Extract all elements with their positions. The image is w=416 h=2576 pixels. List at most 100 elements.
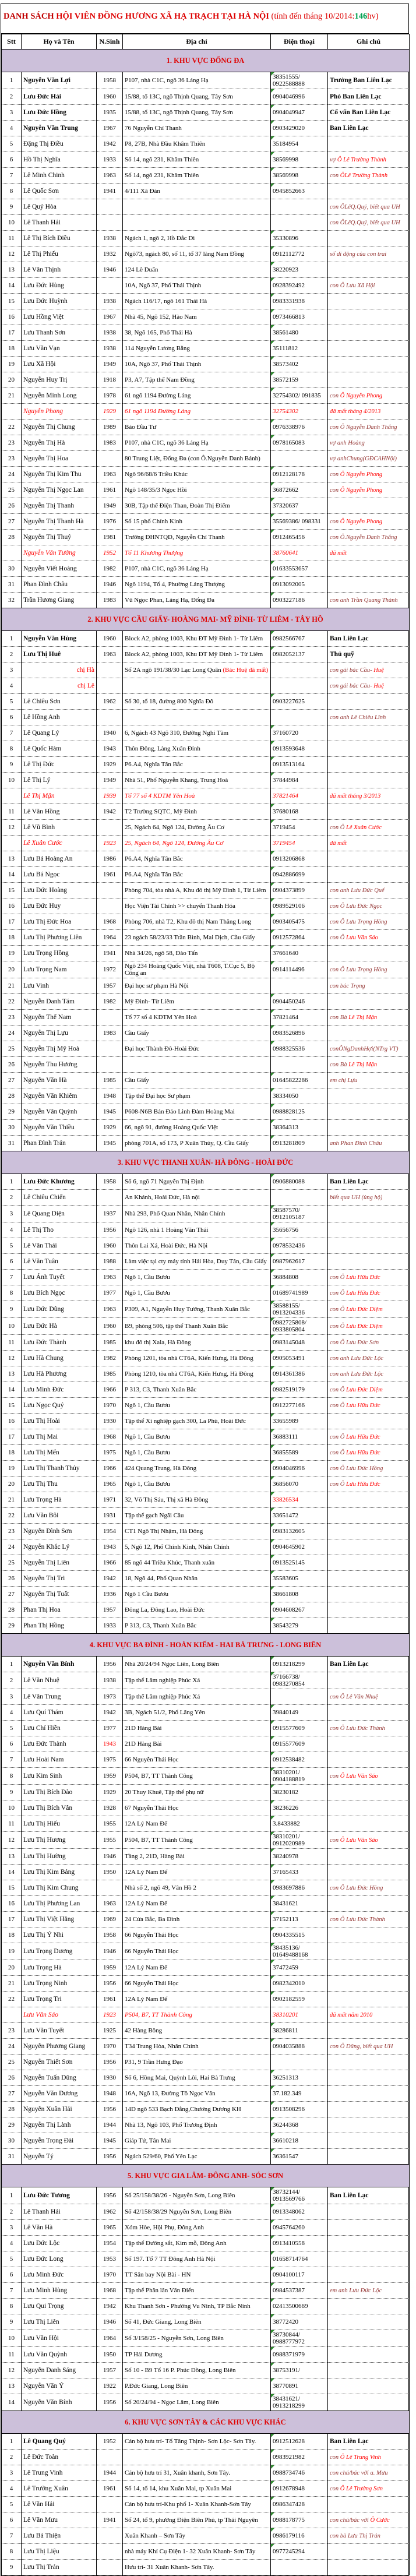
phone-text: 0915577609	[273, 1740, 305, 1748]
table-row: 25 Nguyễn Thị Liên 1966 85 ngõ 44 Triều Khú…	[1, 1555, 410, 1571]
comment-marker-icon	[271, 1088, 274, 1093]
address-cell: 15/88, tổ 13C, ngõ Thịnh Quang, Tây Sơn	[122, 89, 271, 105]
note-text: con Bà	[330, 1014, 349, 1021]
table-row: 2 Lê Thanh Hải 1962 Số 42/158/38/29 Nguyễn …	[1, 2204, 410, 2221]
phone-cell: 0987962617	[270, 1253, 328, 1270]
table-row: 17 Lưu Thị Mai 1968 Ngõ 1, Cầu Bươu 36883111…	[1, 1429, 410, 1446]
note-cell: anh Phan Đình Châu	[327, 1135, 410, 1152]
birthyear-cell: 1965	[96, 2219, 123, 2236]
stt-cell: 29	[1, 1618, 22, 1634]
stt-cell: 8	[1, 1767, 22, 1785]
phone-text: 0912572864	[273, 934, 305, 942]
phone-cell: 36872662	[270, 482, 328, 499]
name-cell: Lưu Thị Hoài	[21, 1413, 97, 1430]
address-text: 67 Nguyễn Thái Học	[125, 1805, 179, 1812]
note-text: con	[330, 2454, 340, 2461]
note-text: con Ô Lưu Xã Hội	[330, 283, 375, 290]
stt-cell: 21	[1, 1492, 22, 1509]
stt-cell: 6	[1, 1736, 22, 1753]
stt-cell: 27	[1, 1072, 22, 1089]
member-table: Stt Họ và Tên N.Sinh Địa chỉ Điện thoại …	[1, 34, 410, 2576]
stt-cell: 16	[1, 898, 22, 915]
note-text: con chú/bác với	[330, 2517, 371, 2524]
phone-cell: 38351555/ 0922588888	[270, 72, 328, 90]
note-cell: con ÔLêQ.Quý, biết qua UH	[327, 199, 410, 216]
table-row: 27 Nguyễn Văn Dương 1948 16A, Ngõ 13, Đường…	[1, 2085, 410, 2102]
birthyear-cell: 1945	[96, 1135, 123, 1152]
birthyear-cell: 1957	[96, 978, 123, 995]
note-text: con bà Lưu Thị Trản	[330, 2533, 380, 2540]
phone-cell: 0912538482	[270, 1752, 328, 1768]
stt-cell: 11	[1, 1816, 22, 1833]
birthyear-cell: 1929	[96, 403, 123, 420]
address-cell	[122, 1056, 271, 1073]
address-text: Cán bộ hưu trí- Tổ Tăng Thịnh- Sơn Lộc- …	[125, 2438, 256, 2445]
comment-marker-icon	[271, 1270, 274, 1274]
col-header-phone: Điện thoại	[270, 34, 328, 50]
table-row: 12 Lưu Thị Hương 1955 P504, B7, TT Thành Cô…	[1, 1831, 410, 1849]
phone-cell: 36883111	[270, 1429, 328, 1446]
note-text: con	[330, 471, 340, 478]
name-cell: Nguyễn Văn Quỳnh	[21, 1104, 97, 1120]
phone-text: 33655989	[273, 1418, 298, 1425]
table-row: 1 Nguyễn Văn Lợi 1958 P107, nhà C1C, ngõ 36…	[1, 72, 410, 90]
phone-cell: 0903405475	[270, 914, 328, 931]
comment-marker-icon	[271, 1524, 274, 1528]
address-cell: 10A, Ngõ 37, Phố Thái Thịnh	[122, 277, 271, 294]
address-cell: Số 30, tổ 18, đường 800 Nghĩa Đô	[122, 693, 271, 710]
birthyear-cell: 1942	[96, 2298, 123, 2315]
note-cell: con Ô Nguyễn Phong	[327, 482, 410, 499]
birthyear-cell: 1946	[96, 2314, 123, 2331]
phone-cell: 0977245294	[270, 2543, 328, 2560]
stt-cell: 4	[1, 678, 22, 695]
note-cell: con Ô Lưu Đức Ngọc	[327, 898, 410, 915]
note-cell: Ban Liên Lạc	[327, 630, 410, 647]
birthyear-cell	[96, 2559, 123, 2576]
name-cell: Lưu Trọng Hà	[21, 1960, 97, 1976]
phone-text: 36856070	[273, 1481, 298, 1488]
note-red-text: Ô Nguyễn Phong	[340, 393, 383, 400]
table-row: 2 Lê Chiêu Chiến An Khánh, Hoài Đức, Hà nộ…	[1, 1189, 410, 1206]
phone-text: 36251313	[273, 2074, 298, 2082]
name-cell: Lưu Thị Thanh Thủy	[21, 1460, 97, 1477]
phone-cell: 0913513164	[270, 756, 328, 773]
comment-marker-icon	[271, 1366, 274, 1370]
note-cell	[327, 2362, 410, 2379]
note-cell: con Ô.Nguyễn Danh Thắng	[327, 529, 410, 546]
comment-marker-icon	[271, 1800, 274, 1805]
birthyear-cell	[96, 1880, 123, 1897]
name-cell: Lê Thị Tho	[21, 1222, 97, 1239]
note-cell: con Ô Lưu Hữu Đức	[327, 1429, 410, 1446]
note-cell: Ban Liên Lạc	[327, 2187, 410, 2205]
name-cell: Lưu Thị Huê	[21, 646, 97, 663]
note-cell: đã mất tháng 4/2013	[327, 403, 410, 420]
stt-cell: 5	[1, 136, 22, 153]
phone-text: 0913593648	[273, 745, 305, 753]
table-row: 32 Trần Hương Giang 1983 Vũ Ngọc Phan, Láng…	[1, 592, 410, 609]
birthyear-cell	[96, 709, 123, 726]
note-cell: con Ô Nguyễn Phong	[327, 466, 410, 483]
birthyear-cell: 1957	[96, 2362, 123, 2379]
name-cell: Lưu Thị Hường	[21, 1848, 97, 1865]
phone-text: 35583605	[273, 1575, 298, 1583]
note-cell: đã mất	[327, 835, 410, 852]
address-cell: 21D Hàng Bài	[122, 1720, 271, 1737]
stt-cell: 9	[1, 199, 22, 216]
comment-marker-icon	[271, 1285, 274, 1289]
birthyear-cell: 1970	[96, 2038, 123, 2055]
birthyear-cell: 1962	[96, 693, 123, 710]
table-row: 25 Nguyễn Thị Ngọc Lan 1961 Ngõ 148/35/3 Ng…	[1, 482, 410, 499]
note-cell: con Ô Nguyễn Danh Thắng	[327, 419, 410, 436]
stt-cell: 6	[1, 151, 22, 168]
address-cell: P107, nhà C1C, ngõ 36 Láng Hạ	[122, 435, 271, 452]
table-row: 4 Lê Thị Tho 1956 Ngõ 126, nhà 1 Hoàng Văn …	[1, 1222, 410, 1239]
note-text: con Ô	[330, 1323, 346, 1330]
address-cell: Số 2A ngõ 191/38/30 Lạc Long Quân (Bác H…	[122, 662, 271, 679]
comment-marker-icon	[271, 1943, 274, 1947]
name-cell: Lưu Kim Sinh	[21, 1767, 97, 1785]
note-text: đã mất tháng 3/2013	[330, 793, 381, 800]
address-cell: Ngõ 1, Cầu Bươu	[122, 1429, 271, 1446]
name-cell: Nguyễn Thế Nam	[21, 1009, 97, 1026]
birthyear-cell: 1975	[96, 1444, 123, 1461]
address-text: nhà máy Khí Cụ Điện 1- 32 Xuân Khanh- Sơ…	[125, 2548, 256, 2556]
